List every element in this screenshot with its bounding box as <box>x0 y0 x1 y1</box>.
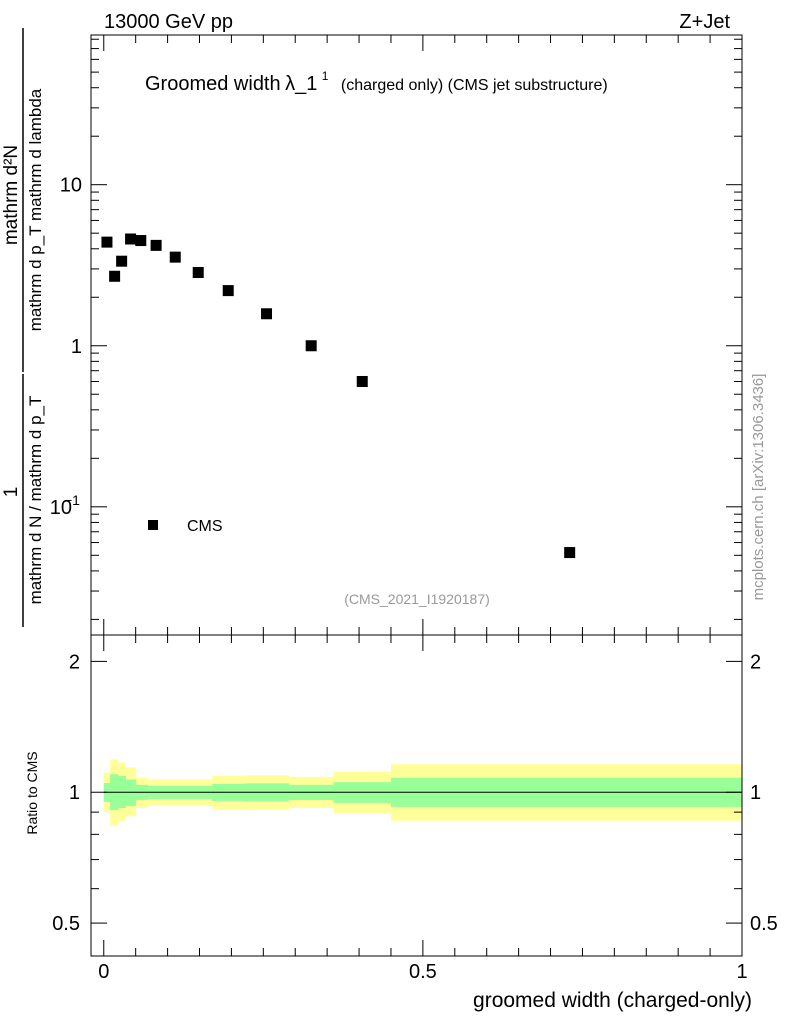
main-data-points <box>101 233 576 559</box>
main-y-tick-label: 10 <box>60 175 82 197</box>
ratio-y-tick-labels: 2 2 1 1 0.5 0.5 <box>52 651 778 935</box>
title-rest: (charged only) (CMS jet substructure) <box>341 77 608 94</box>
data-point <box>222 285 234 297</box>
title-lambda: λ_1 <box>285 73 317 95</box>
main-y-tick-label: 10 <box>50 497 72 519</box>
main-frame <box>90 34 743 636</box>
main-axis-ticks <box>91 35 743 635</box>
ratio-panel: 2 21 10.5 0.5 0 0.5 1 Ratio to CMS groomed wi… <box>24 634 778 1012</box>
ylabel-prefix-numerator: 1 <box>1 487 22 498</box>
title-superscript: 1 <box>322 69 329 83</box>
legend-marker <box>148 520 158 530</box>
data-point <box>356 375 368 387</box>
main-y-tick-exponent: −1 <box>64 492 80 508</box>
data-point <box>116 255 128 267</box>
data-point <box>564 547 576 559</box>
main-y-axis-label: 1 mathrm d N / mathrm d p_T mathrm d²N m… <box>1 28 45 627</box>
data-point <box>192 266 204 278</box>
ratio-x-tick-label: 1 <box>736 961 747 983</box>
ratio-y-tick-label-right: 2 <box>750 651 761 673</box>
legend-label: CMS <box>187 518 223 535</box>
data-point <box>101 236 113 248</box>
data-point <box>305 340 317 352</box>
ratio-x-tick-label: 0.5 <box>409 961 437 983</box>
ylabel-prefix-denominator: mathrm d N / mathrm d p_T <box>26 396 45 605</box>
ratio-y-tick-label-right: 1 <box>750 782 761 804</box>
data-point <box>135 235 147 247</box>
ratio-y-tick-label-right: 0.5 <box>750 913 778 935</box>
header-energy-label: 13000 GeV pp <box>104 11 233 33</box>
ratio-x-axis-label: groomed width (charged-only) <box>473 989 752 1012</box>
ratio-x-tick-label: 0 <box>98 961 109 983</box>
ratio-axis-ticks <box>91 635 743 956</box>
data-point <box>169 251 181 263</box>
ratio-y-axis-label: Ratio to CMS <box>24 751 40 834</box>
data-point <box>261 308 273 320</box>
data-point <box>109 270 121 282</box>
header-process-label: Z+Jet <box>679 11 730 33</box>
data-point <box>150 239 162 251</box>
ratio-frame <box>90 634 743 957</box>
ratio-y-tick-label-left: 0.5 <box>52 913 80 935</box>
ylabel-numerator: mathrm d²N <box>1 145 22 245</box>
main-panel: Groomed width λ_1 1 (charged only) (CMS … <box>1 28 743 636</box>
data-point <box>125 233 137 245</box>
plot-title: Groomed width λ_1 1 (charged only) (CMS … <box>145 67 608 95</box>
ratio-y-tick-label-left: 2 <box>69 651 80 673</box>
ratio-y-tick-label-left: 1 <box>69 782 80 804</box>
ratio-x-tick-labels: 0 0.5 1 <box>98 961 747 983</box>
mcplots-side-label: mcplots.cern.ch [arXiv:1306.3436] <box>750 374 767 601</box>
ylabel-denominator: mathrm d p_T mathrm d lambda <box>26 88 45 331</box>
title-main: Groomed width <box>145 73 281 95</box>
main-y-tick-label: 1 <box>71 336 82 358</box>
legend: CMS <box>148 518 223 535</box>
analysis-watermark: (CMS_2021_I1920187) <box>344 591 490 607</box>
